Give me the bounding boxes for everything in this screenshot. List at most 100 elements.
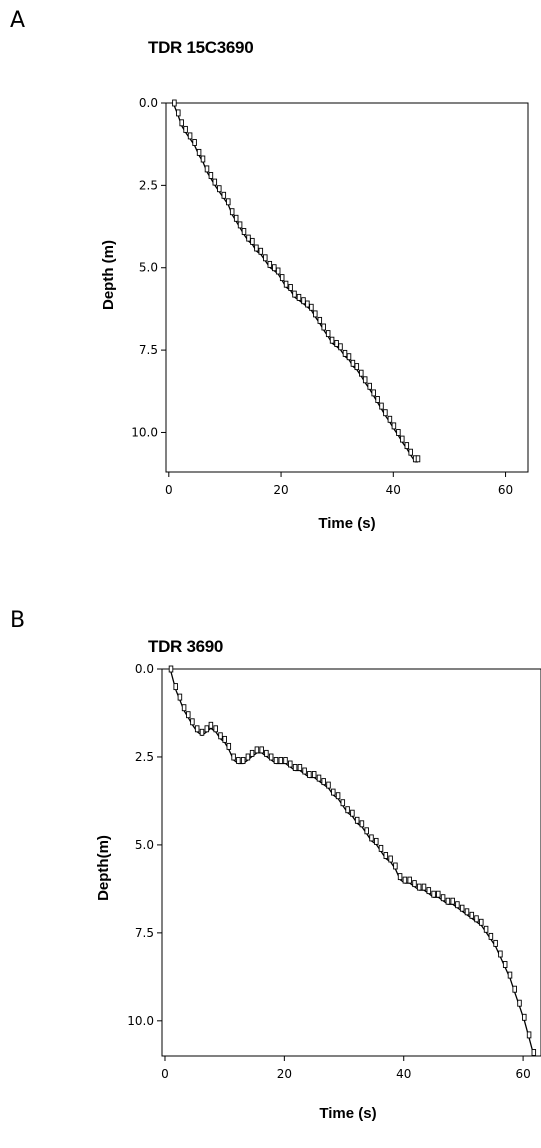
data-point — [335, 792, 341, 800]
plot-frame — [165, 102, 529, 473]
data-point — [483, 925, 489, 933]
data-point — [258, 247, 264, 255]
data-point — [378, 844, 384, 852]
data-point — [375, 396, 380, 403]
data-point — [450, 897, 455, 905]
data-point — [526, 1031, 532, 1039]
data-point — [440, 894, 446, 902]
data-point — [479, 918, 484, 926]
data-point — [254, 746, 260, 754]
data-point — [334, 340, 339, 347]
chart-title-b: TDR 3690 — [148, 637, 224, 656]
data-point — [231, 753, 236, 761]
data-point — [404, 442, 410, 450]
data-point — [246, 234, 251, 242]
data-point — [387, 415, 393, 423]
data-point — [233, 214, 239, 222]
data-point — [263, 254, 268, 262]
x-tick-label: 0 — [161, 1067, 169, 1081]
data-point — [345, 806, 350, 814]
data-point — [272, 264, 277, 272]
data-point — [412, 880, 417, 888]
data-point — [186, 711, 191, 719]
data-point — [196, 148, 202, 156]
chart-a: 0.0 2.5 5.0 7.5 10.0 0 20 40 60 Time (s) Depth (m) — [100, 96, 529, 532]
data-point — [371, 389, 376, 397]
data-point — [415, 455, 421, 463]
data-point — [507, 971, 513, 979]
data-point — [297, 764, 303, 771]
x-tick-label: 20 — [277, 1067, 292, 1081]
data-point — [342, 349, 348, 357]
data-point — [226, 198, 231, 206]
data-point — [254, 244, 259, 252]
data-point — [208, 721, 214, 729]
x-axis-label: Time (s) — [318, 515, 375, 532]
data-point — [307, 771, 312, 778]
data-point — [192, 139, 197, 146]
chart-title-a: TDR 15C3690 — [148, 38, 254, 57]
data-point — [213, 725, 218, 733]
y-tick-label: 5.0 — [135, 838, 154, 852]
fit-line — [170, 671, 535, 1056]
plot-frame — [161, 668, 541, 1057]
data-point — [311, 771, 317, 778]
data-point — [321, 323, 326, 331]
y-tick-label: 0.0 — [139, 96, 158, 110]
data-point — [391, 422, 397, 430]
data-point — [340, 799, 346, 807]
data-point — [176, 109, 181, 117]
data-point — [374, 837, 379, 845]
data-point — [309, 303, 314, 311]
data-point — [222, 735, 227, 743]
data-point — [445, 897, 451, 905]
panel-letter-b: B — [10, 608, 26, 633]
data-point — [288, 284, 293, 291]
data-point — [488, 932, 494, 940]
data-point — [183, 125, 188, 133]
data-point — [436, 890, 441, 898]
data-point — [199, 728, 205, 736]
x-tick-label: 60 — [515, 1067, 530, 1081]
data-point — [522, 1013, 527, 1021]
data-point — [264, 749, 269, 757]
data-point — [517, 999, 522, 1007]
data-point — [317, 316, 323, 324]
data-point — [292, 290, 297, 298]
data-point — [531, 1049, 537, 1056]
data-point — [249, 749, 255, 757]
data-point — [245, 753, 251, 761]
data-point — [250, 237, 255, 245]
data-point — [400, 435, 405, 443]
data-point — [190, 718, 195, 726]
data-point — [187, 132, 193, 140]
data-point — [204, 725, 210, 733]
data-point — [194, 725, 200, 733]
data-point — [407, 876, 412, 884]
data-point — [301, 297, 306, 305]
data-point — [416, 883, 422, 891]
data-point — [325, 330, 331, 338]
data-point — [421, 883, 427, 891]
data-point — [226, 742, 232, 750]
y-tick-label: 10.0 — [131, 425, 158, 439]
data-point — [177, 693, 183, 701]
data-point — [292, 764, 298, 771]
data-point — [512, 985, 517, 993]
data-point — [383, 852, 389, 859]
data-point — [283, 757, 288, 764]
data-point — [350, 359, 356, 367]
data-point — [273, 757, 279, 764]
data-point — [296, 293, 302, 301]
data-point — [498, 950, 503, 958]
data-point — [200, 155, 206, 163]
data-point — [431, 890, 436, 898]
data-point — [388, 855, 393, 863]
y-tick-label: 2.5 — [135, 750, 154, 764]
x-tick-label: 40 — [396, 1067, 411, 1081]
data-point — [259, 746, 264, 754]
data-point — [354, 816, 360, 824]
data-point — [208, 172, 214, 179]
data-point — [379, 402, 384, 410]
